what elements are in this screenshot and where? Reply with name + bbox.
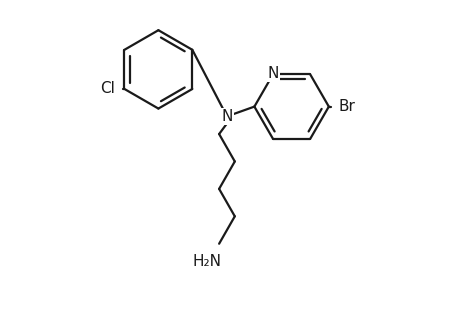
Text: H₂N: H₂N: [193, 254, 222, 269]
Text: N: N: [267, 66, 279, 81]
Text: Br: Br: [338, 99, 356, 114]
Text: Cl: Cl: [100, 81, 115, 96]
Text: N: N: [221, 109, 233, 124]
